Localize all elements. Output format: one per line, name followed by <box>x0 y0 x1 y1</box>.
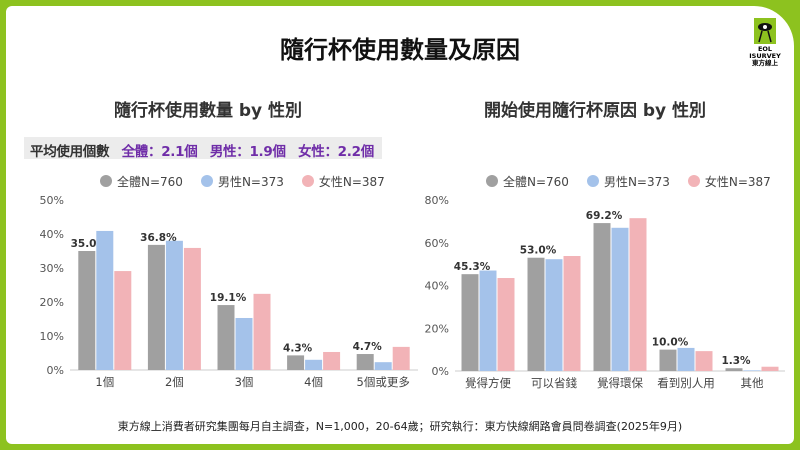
legend-label: 女性N=387 <box>318 175 385 189</box>
legend-dot-icon <box>687 175 700 187</box>
right-legend: 全體N=760 男性N=373 女性N=387 <box>486 173 771 190</box>
data-label: 4.7% <box>353 341 383 353</box>
legend-dot-icon <box>301 175 314 187</box>
logo-text: EOL <box>757 45 773 53</box>
bar-1 <box>96 230 114 370</box>
legend-label: 全體N=760 <box>503 175 569 189</box>
average-overall: 全體：2.1個 <box>121 144 198 160</box>
bar-1 <box>305 359 323 370</box>
bar-0 <box>217 305 235 370</box>
legend-dot-icon <box>200 175 213 187</box>
legend-item: 全體N=760 <box>100 173 183 190</box>
legend-label: 男性N=373 <box>603 175 670 189</box>
left-legend: 全體N=760 男性N=373 女性N=387 <box>100 173 385 190</box>
legend-item: 女性N=387 <box>687 173 771 190</box>
average-label: 平均使用個數 <box>30 144 110 160</box>
right-chart-title: 開始使用隨行杯原因 by 性別 <box>483 101 707 121</box>
legend-item: 男性N=373 <box>586 173 670 190</box>
average-female: 女性：2.2個 <box>298 144 374 160</box>
y-tick-label: 10% <box>40 330 64 343</box>
legend-item: 全體N=760 <box>486 173 569 190</box>
legend-item: 女性N=387 <box>301 173 385 190</box>
bar-1 <box>235 317 253 370</box>
footer-note: 東方線上消費者研究集團每月自主調查，N=1,000，20-64歲；研究執行：東方… <box>117 420 683 433</box>
left-chart-title: 隨行杯使用數量 by 性別 <box>113 101 303 121</box>
logo-text: ISURVEY <box>749 52 781 60</box>
bar-0 <box>78 251 96 370</box>
x-tick-label: 5個或更多 <box>357 375 410 389</box>
legend-item: 男性N=373 <box>200 173 284 190</box>
eol-isurvey-logo: EOL ISURVEY 東方線上 <box>745 18 785 67</box>
bar-2 <box>253 293 271 370</box>
logo-text: 東方線上 <box>752 59 778 67</box>
x-tick-label: 4個 <box>304 375 323 389</box>
bar-1 <box>165 240 183 370</box>
legend-label: 男性N=373 <box>217 175 284 189</box>
x-tick-label: 2個 <box>165 375 184 389</box>
y-tick-label: 30% <box>40 262 64 275</box>
page-title: 隨行杯使用數量及原因 <box>280 36 520 64</box>
x-tick-label: 1個 <box>95 375 114 389</box>
legend-dot-icon <box>586 175 599 187</box>
legend-label: 全體N=760 <box>117 175 183 189</box>
legend-dot-icon <box>100 175 112 187</box>
y-tick-label: 20% <box>40 296 64 309</box>
bar-0 <box>356 354 374 370</box>
y-tick-label: 40% <box>40 228 64 241</box>
bar-2 <box>114 271 132 370</box>
y-tick-label: 50% <box>40 194 64 207</box>
x-tick-label: 3個 <box>235 375 254 389</box>
data-label: 19.1% <box>210 292 247 304</box>
legend-label: 女性N=387 <box>704 175 771 189</box>
average-usage-box: 平均使用個數 全體：2.1個 男性：1.9個 女性：2.2個 <box>24 137 382 160</box>
eye-logo-icon <box>754 18 776 44</box>
average-male: 男性：1.9個 <box>209 144 286 160</box>
bar-1 <box>374 362 392 370</box>
bar-0 <box>147 244 165 370</box>
bar-2 <box>392 346 410 370</box>
y-tick-label: 0% <box>47 364 64 377</box>
legend-dot-icon <box>486 175 498 187</box>
data-label: 4.3% <box>283 342 313 354</box>
bar-0 <box>287 355 305 370</box>
bar-2 <box>323 351 341 370</box>
bar-2 <box>183 247 201 370</box>
